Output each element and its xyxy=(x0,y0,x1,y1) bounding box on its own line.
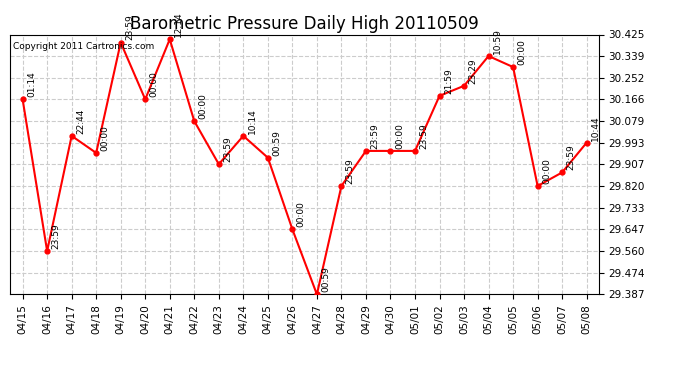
Text: 10:44: 10:44 xyxy=(591,115,600,141)
Text: Copyright 2011 Cartronics.com: Copyright 2011 Cartronics.com xyxy=(13,42,155,51)
Text: 00:59: 00:59 xyxy=(273,130,282,156)
Text: 23:59: 23:59 xyxy=(52,223,61,249)
Text: 10:59: 10:59 xyxy=(493,28,502,54)
Text: 23:59: 23:59 xyxy=(125,15,134,40)
Text: 12:14: 12:14 xyxy=(174,12,183,37)
Text: 00:00: 00:00 xyxy=(395,123,404,149)
Text: 23:59: 23:59 xyxy=(224,136,233,162)
Title: Barometric Pressure Daily High 20110509: Barometric Pressure Daily High 20110509 xyxy=(130,15,479,33)
Text: 23:59: 23:59 xyxy=(346,158,355,184)
Text: 23:59: 23:59 xyxy=(420,123,428,149)
Text: 00:00: 00:00 xyxy=(101,125,110,151)
Text: 23:29: 23:29 xyxy=(469,58,477,84)
Text: 00:00: 00:00 xyxy=(150,71,159,97)
Text: 23:59: 23:59 xyxy=(566,145,575,170)
Text: 00:00: 00:00 xyxy=(199,93,208,119)
Text: 21:59: 21:59 xyxy=(444,68,453,94)
Text: 10:14: 10:14 xyxy=(248,108,257,134)
Text: 00:00: 00:00 xyxy=(542,158,551,184)
Text: 00:59: 00:59 xyxy=(322,266,331,292)
Text: 00:00: 00:00 xyxy=(518,39,526,65)
Text: 00:00: 00:00 xyxy=(297,201,306,227)
Text: 23:59: 23:59 xyxy=(371,123,380,149)
Text: 01:14: 01:14 xyxy=(27,72,36,97)
Text: 22:44: 22:44 xyxy=(76,108,85,134)
